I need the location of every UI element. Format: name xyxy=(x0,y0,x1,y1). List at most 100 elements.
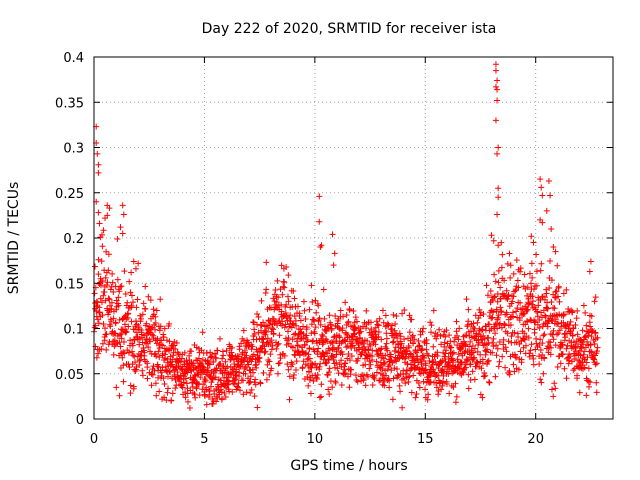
data-point xyxy=(432,358,439,365)
data-point xyxy=(510,361,517,368)
data-point xyxy=(485,357,492,364)
data-point xyxy=(212,374,219,381)
data-point xyxy=(276,317,283,324)
data-point xyxy=(307,390,314,397)
data-point xyxy=(339,325,346,332)
data-point xyxy=(115,302,122,309)
data-point xyxy=(106,205,113,212)
data-point xyxy=(345,318,352,325)
data-point xyxy=(285,272,292,279)
data-point xyxy=(529,298,536,305)
data-point xyxy=(587,379,594,386)
data-point xyxy=(262,331,269,338)
data-point xyxy=(462,364,469,371)
data-point xyxy=(548,344,555,351)
data-point xyxy=(432,373,439,380)
data-point xyxy=(252,381,259,388)
data-point xyxy=(410,372,417,379)
data-point xyxy=(507,321,514,328)
data-point xyxy=(276,359,283,366)
data-point xyxy=(236,346,243,353)
data-point xyxy=(137,352,144,359)
data-point xyxy=(148,382,155,389)
data-point xyxy=(275,340,282,347)
data-point xyxy=(205,367,212,374)
data-point xyxy=(482,372,489,379)
data-point xyxy=(544,305,551,312)
data-point xyxy=(250,319,257,326)
data-point xyxy=(485,334,492,341)
data-point xyxy=(499,251,506,258)
data-point xyxy=(335,370,342,377)
data-point xyxy=(470,320,477,327)
data-point xyxy=(251,330,258,337)
data-point xyxy=(99,277,106,284)
data-point xyxy=(497,304,504,311)
data-point xyxy=(328,326,335,333)
data-point xyxy=(323,328,330,335)
data-point xyxy=(591,340,598,347)
data-point xyxy=(530,361,537,368)
data-point xyxy=(296,310,303,317)
x-tick-label: 20 xyxy=(527,432,544,447)
data-point xyxy=(438,341,445,348)
data-point xyxy=(257,380,264,387)
data-point xyxy=(553,321,560,328)
data-point xyxy=(583,392,590,399)
data-point xyxy=(248,386,255,393)
data-point xyxy=(159,364,166,371)
data-point xyxy=(93,354,100,361)
data-point xyxy=(279,318,286,325)
data-point xyxy=(588,313,595,320)
data-point xyxy=(226,378,233,385)
data-point xyxy=(352,314,359,321)
data-point xyxy=(147,338,154,345)
data-point xyxy=(375,333,382,340)
data-point xyxy=(209,376,216,383)
data-point xyxy=(142,283,149,290)
data-point xyxy=(264,335,271,342)
data-point xyxy=(437,333,444,340)
data-point xyxy=(161,380,168,387)
data-point xyxy=(98,258,105,265)
data-point xyxy=(518,356,525,363)
data-point xyxy=(499,353,506,360)
data-point xyxy=(164,389,171,396)
data-point xyxy=(474,319,481,326)
data-point xyxy=(278,262,285,269)
data-point xyxy=(423,346,430,353)
data-point xyxy=(406,373,413,380)
data-point xyxy=(332,313,339,320)
data-point xyxy=(202,392,209,399)
data-point xyxy=(503,287,510,294)
data-point xyxy=(397,388,404,395)
data-point xyxy=(453,318,460,325)
data-point xyxy=(497,284,504,291)
data-point xyxy=(552,288,559,295)
data-point xyxy=(312,324,319,331)
data-point xyxy=(553,288,560,295)
data-point xyxy=(97,234,104,241)
data-point xyxy=(391,327,398,334)
data-point xyxy=(592,361,599,368)
data-point xyxy=(290,288,297,295)
data-point xyxy=(334,365,341,372)
data-point xyxy=(328,339,335,346)
data-point xyxy=(495,144,502,151)
data-point xyxy=(514,330,521,337)
data-point xyxy=(552,385,559,392)
data-point xyxy=(236,369,243,376)
data-point xyxy=(362,361,369,368)
data-point xyxy=(496,339,503,346)
data-point xyxy=(326,347,333,354)
data-point xyxy=(249,343,256,350)
data-point xyxy=(489,339,496,346)
data-point xyxy=(466,343,473,350)
data-point xyxy=(410,340,417,347)
data-point xyxy=(323,360,330,367)
data-point xyxy=(373,369,380,376)
data-point xyxy=(366,358,373,365)
data-point xyxy=(554,363,561,370)
data-point xyxy=(199,363,206,370)
data-point xyxy=(180,379,187,386)
